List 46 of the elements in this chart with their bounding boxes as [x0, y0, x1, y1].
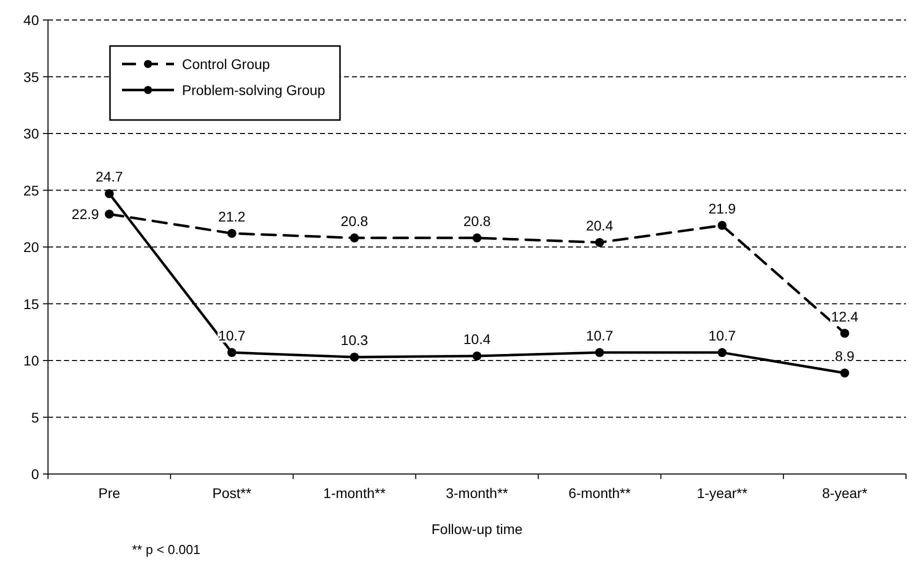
y-tick-label: 40 — [23, 12, 40, 28]
data-label: 20.8 — [340, 212, 368, 229]
point — [472, 233, 482, 242]
x-tick-label: 6-month** — [568, 485, 632, 501]
x-tick-label: Post** — [212, 485, 252, 501]
text: ** p < 0.001 — [132, 542, 200, 557]
data-label: 10.7 — [708, 328, 736, 344]
x-tick-label: 3-month** — [446, 485, 509, 501]
x-tick-label: 8-year* — [822, 485, 868, 501]
point — [227, 348, 236, 358]
point — [104, 210, 114, 219]
data-label: 21.2 — [218, 208, 246, 224]
data-label: 24.7 — [96, 168, 124, 185]
x-axis-title: Follow-up time — [431, 521, 523, 537]
point — [350, 233, 359, 242]
point — [104, 189, 114, 198]
point — [718, 220, 727, 230]
point — [472, 351, 482, 360]
y-tick-label: 0 — [31, 466, 40, 482]
data-label: 10.7 — [586, 328, 614, 344]
data-label: 21.9 — [708, 200, 736, 216]
y-tick-label: 20 — [23, 239, 40, 255]
y-tick-label: 5 — [31, 409, 40, 426]
point — [840, 368, 850, 378]
data-label: 22.9 — [72, 206, 100, 222]
y-tick-label: 35 — [23, 68, 40, 85]
point — [350, 352, 359, 362]
y-tick-label: 25 — [23, 182, 40, 198]
point — [595, 348, 604, 358]
data-label: 10.3 — [340, 332, 368, 348]
point — [595, 238, 604, 247]
data-label: 10.4 — [463, 330, 491, 347]
y-tick-label: 10 — [23, 352, 40, 368]
point — [718, 348, 727, 358]
legend-label: Problem-solving Group — [182, 82, 326, 98]
data-label: 20.4 — [586, 217, 614, 234]
y-tick-label: 15 — [23, 296, 40, 312]
x-tick-label: 1-year** — [696, 485, 748, 501]
x-tick-label: Pre — [98, 485, 120, 501]
y-tick-label: 30 — [23, 126, 40, 142]
legend-label: Control Group — [182, 56, 270, 72]
point — [227, 228, 236, 238]
data-label: 12.4 — [831, 308, 859, 324]
x-tick-label: 1-month** — [323, 485, 386, 501]
point — [840, 328, 850, 338]
data-label: 20.8 — [463, 212, 491, 229]
